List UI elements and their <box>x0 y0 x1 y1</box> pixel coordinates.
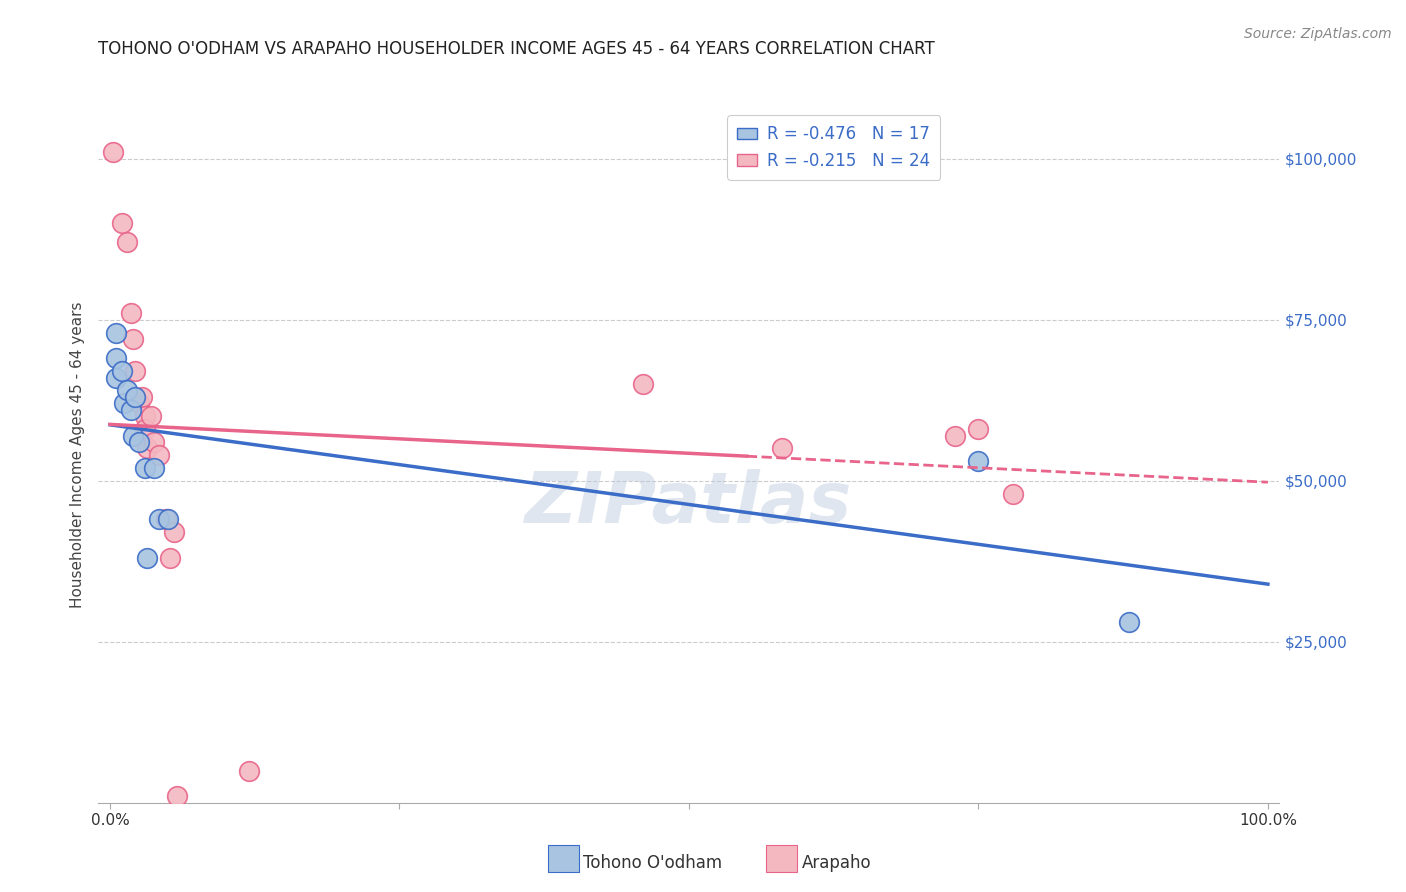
Point <box>124 390 146 404</box>
Point <box>159 551 181 566</box>
Point <box>631 377 654 392</box>
Point <box>120 306 142 320</box>
Point <box>131 390 153 404</box>
Text: ZIPatlas: ZIPatlas <box>526 469 852 538</box>
Point <box>967 422 990 436</box>
Point <box>120 402 142 417</box>
Point <box>166 789 188 804</box>
Point <box>117 235 139 250</box>
Point <box>104 326 127 340</box>
Point <box>943 428 966 442</box>
Point <box>148 448 170 462</box>
Point <box>122 332 145 346</box>
Point <box>104 351 127 366</box>
Point <box>136 551 159 566</box>
Text: TOHONO O'ODHAM VS ARAPAHO HOUSEHOLDER INCOME AGES 45 - 64 YEARS CORRELATION CHAR: TOHONO O'ODHAM VS ARAPAHO HOUSEHOLDER IN… <box>98 40 935 58</box>
Point <box>139 409 162 424</box>
Point <box>110 364 132 378</box>
Point <box>128 396 150 410</box>
Point <box>112 396 135 410</box>
Point <box>110 216 132 230</box>
Point <box>155 512 177 526</box>
Y-axis label: Householder Income Ages 45 - 64 years: Householder Income Ages 45 - 64 years <box>69 301 84 608</box>
Point <box>156 512 179 526</box>
Point <box>124 364 146 378</box>
Point <box>104 370 127 384</box>
Point <box>134 460 156 475</box>
Point <box>163 525 186 540</box>
Text: Arapaho: Arapaho <box>801 854 872 871</box>
Point <box>128 435 150 450</box>
Text: Tohono O'odham: Tohono O'odham <box>583 854 723 871</box>
Text: Source: ZipAtlas.com: Source: ZipAtlas.com <box>1244 27 1392 41</box>
Point <box>103 145 125 160</box>
Point <box>1118 615 1140 630</box>
Point <box>122 428 145 442</box>
Point <box>1002 486 1025 500</box>
Point <box>770 442 793 456</box>
Point <box>136 442 159 456</box>
Point <box>967 454 990 468</box>
Point <box>148 512 170 526</box>
Point <box>143 435 166 450</box>
Point <box>117 384 139 398</box>
Point <box>134 422 156 436</box>
Point <box>238 764 260 778</box>
Legend: R = -0.476   N = 17, R = -0.215   N = 24: R = -0.476 N = 17, R = -0.215 N = 24 <box>727 115 941 179</box>
Point <box>143 460 166 475</box>
Point <box>134 409 156 424</box>
